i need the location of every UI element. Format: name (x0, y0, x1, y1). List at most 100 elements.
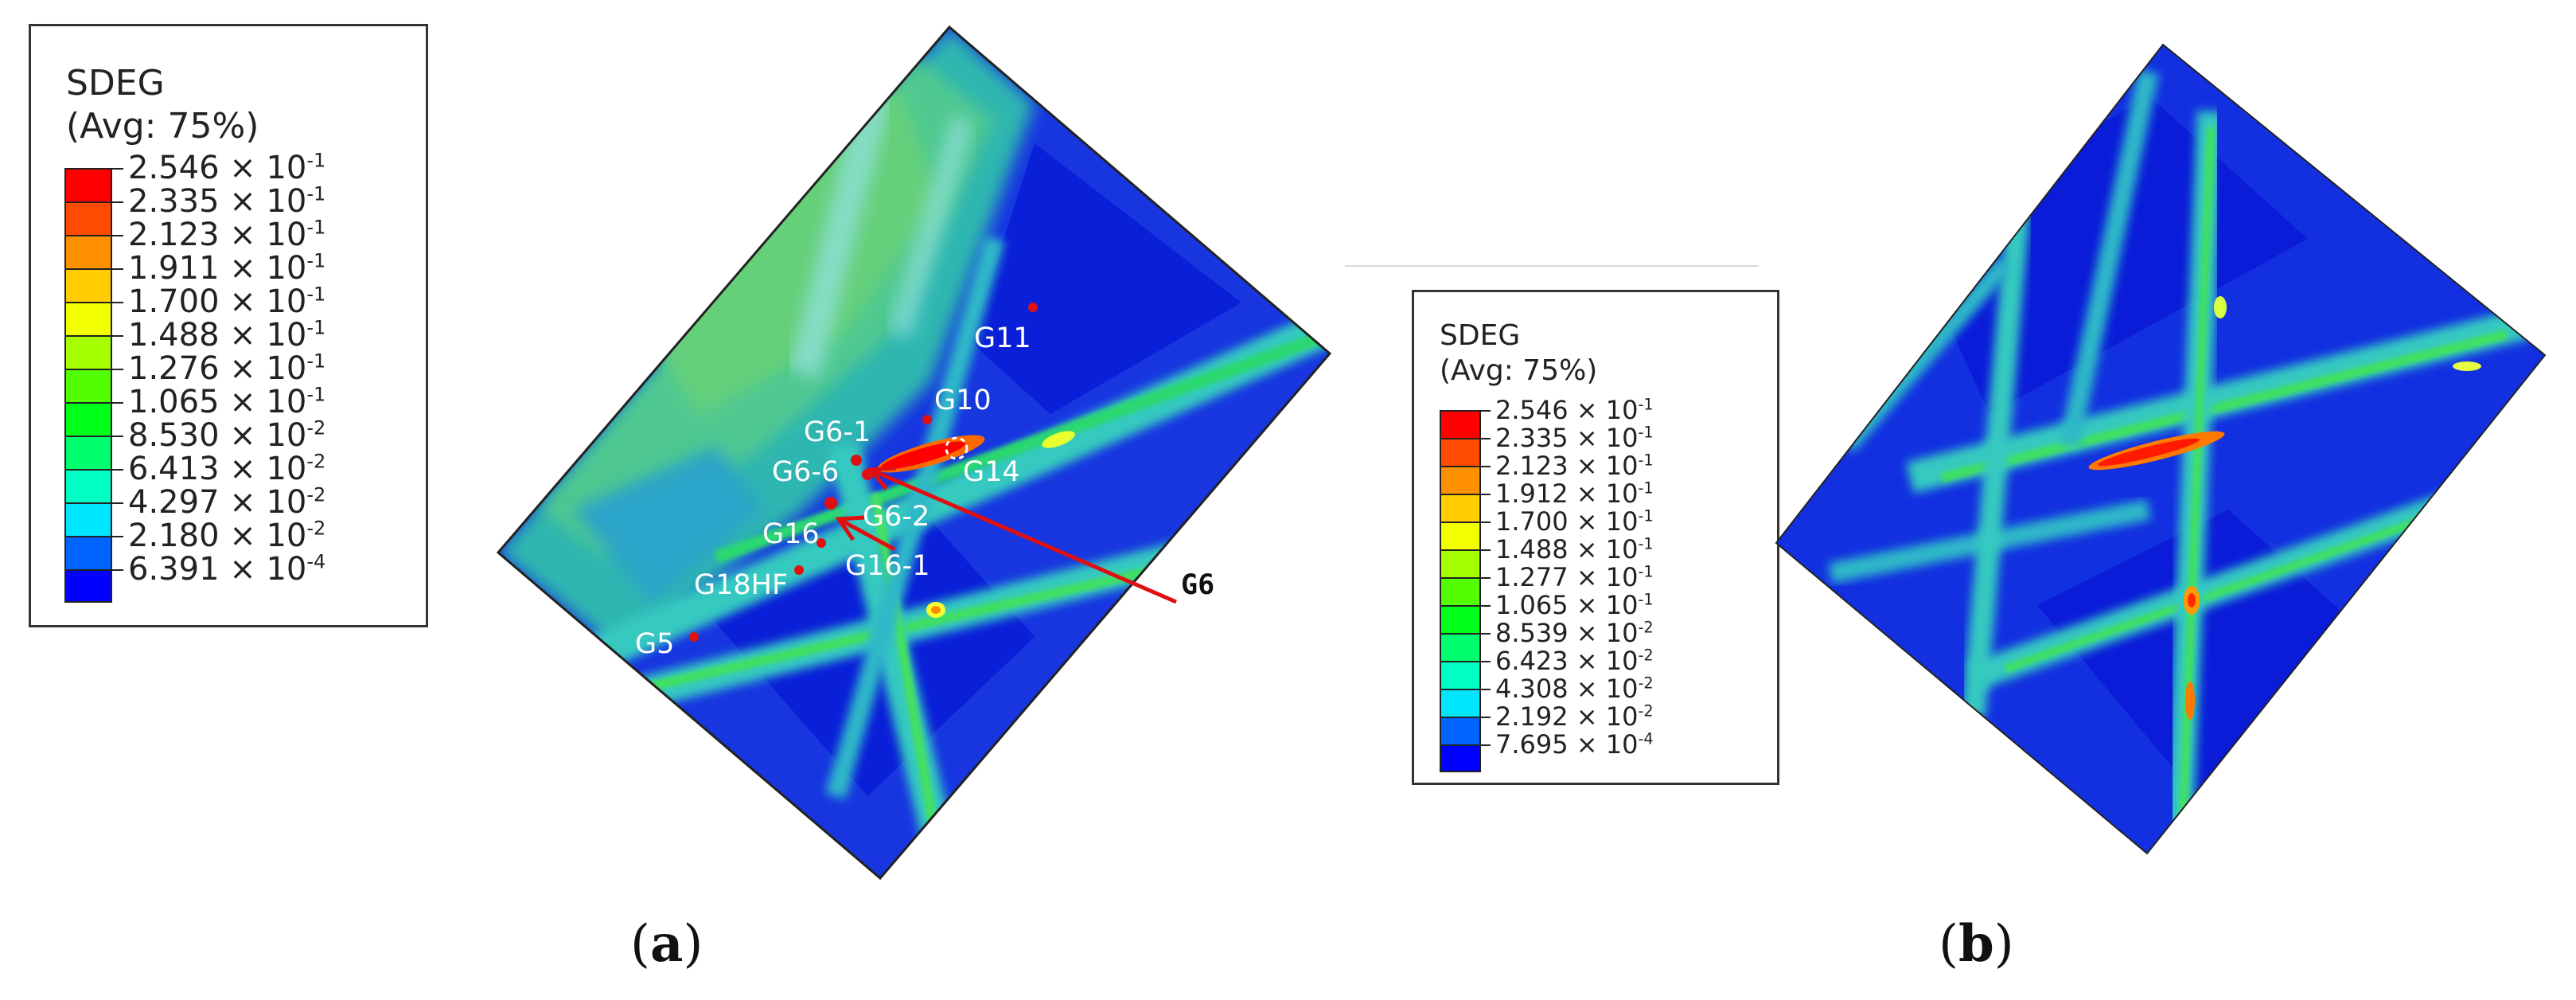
legend-entry: 2.123 × 10-1 (64, 218, 325, 268)
legend-tick (1481, 410, 1491, 412)
legend-tick (112, 369, 123, 370)
legend-value: 1.700 × 10-1 (1495, 506, 1654, 537)
legend-value: 2.192 × 10-2 (1495, 701, 1654, 732)
legend-swatch (1440, 605, 1481, 633)
legend-entry: 2.123 × 10-1 (1440, 451, 1654, 494)
legend-swatch (1440, 494, 1481, 521)
legend-subtitle: (Avg: 75%) (66, 106, 259, 146)
legend-mantissa: 2.123 (1495, 450, 1569, 481)
legend-swatch (64, 201, 112, 235)
legend-mantissa: 1.700 (128, 283, 220, 320)
legend-tick (112, 469, 123, 471)
legend-mantissa: 8.539 (1495, 617, 1569, 648)
legend-exponent: -1 (1638, 589, 1654, 608)
legend-mantissa: 1.488 (1495, 533, 1569, 564)
legend-entry: 2.335 × 10-1 (64, 185, 325, 235)
legend-mantissa: 2.335 (128, 183, 220, 220)
legend-tick (112, 201, 123, 203)
legend-tick (112, 235, 123, 236)
legend-mantissa: 8.530 (128, 417, 220, 454)
legend-entry: 6.423 × 10-2 (1440, 646, 1654, 689)
legend-panel-b: SDEG (Avg: 75%) 2.546 × 10-1 2.335 × 10-1… (1412, 290, 1779, 785)
legend-exponent: -2 (1638, 701, 1654, 720)
legend-swatch (64, 502, 112, 536)
legend-panel-a: SDEG (Avg: 75%) 2.546 × 10-1 2.335 × 10-1… (29, 24, 428, 627)
legend-mantissa: 1.276 (128, 350, 220, 387)
legend-mantissa: 2.335 (1495, 422, 1569, 453)
legend-swatch (1440, 717, 1481, 744)
legend-tick (1481, 661, 1491, 662)
separator-line (1345, 265, 1759, 267)
label-g5: G5 (635, 628, 674, 660)
legend-swatch (64, 235, 112, 268)
label-g6-2: G6-2 (863, 501, 929, 533)
legend-tick (1481, 549, 1491, 551)
legend-entry: 1.700 × 10-1 (1440, 507, 1654, 549)
legend-tick (1481, 633, 1491, 635)
legend-mantissa: 4.297 (128, 484, 220, 521)
legend-entry: 1.912 × 10-1 (1440, 479, 1654, 521)
legend-mantissa: 2.192 (1495, 701, 1569, 732)
legend-tick (1481, 466, 1491, 467)
label-g10: G10 (934, 385, 992, 416)
legend-value: 2.123 × 10-1 (128, 216, 326, 253)
legend-tick (1481, 494, 1491, 495)
label-g14: G14 (963, 456, 1020, 488)
legend-value: 1.700 × 10-1 (128, 283, 326, 320)
legend-value: 2.546 × 10-1 (128, 149, 326, 186)
legend-mantissa: 1.065 (1495, 589, 1569, 620)
legend-entry: 4.308 × 10-2 (1440, 674, 1654, 717)
legend-value: 6.423 × 10-2 (1495, 645, 1654, 676)
legend-exponent: -1 (306, 182, 326, 205)
legend-swatch (1440, 689, 1481, 717)
legend-exponent: -1 (306, 216, 326, 239)
legend-entry: 7.695 × 10-4 (1440, 730, 1654, 772)
legend-entry: 1.276 × 10-1 (64, 352, 325, 402)
caption-b: (b) (1939, 914, 2014, 974)
legend-tick (112, 536, 123, 537)
legend-entry: 2.335 × 10-1 (1440, 424, 1654, 466)
legend-value: 1.065 × 10-1 (128, 383, 326, 420)
legend-title: SDEG (66, 63, 165, 104)
legend-value: 2.546 × 10-1 (1495, 394, 1654, 425)
legend-mantissa: 1.700 (1495, 506, 1569, 537)
legend-value: 2.180 × 10-2 (128, 517, 326, 554)
legend-entry: 6.413 × 10-2 (64, 452, 325, 502)
legend-mantissa: 6.413 (128, 451, 220, 487)
legend-tick (112, 569, 123, 571)
legend-tick (112, 402, 123, 404)
legend-value: 6.391 × 10-4 (128, 550, 326, 588)
label-g11: G11 (974, 322, 1031, 354)
legend-exponent: -4 (306, 550, 326, 573)
legend-exponent: -1 (306, 283, 326, 306)
legend-subtitle: (Avg: 75%) (1440, 354, 1598, 387)
legend-tick (1481, 521, 1491, 523)
caption-a: (a) (630, 914, 703, 974)
legend-swatch (64, 168, 112, 201)
legend-exponent: -1 (306, 350, 326, 373)
legend-tick (112, 302, 123, 303)
legend-entry: 1.488 × 10-1 (1440, 535, 1654, 577)
legend-exponent: -1 (1638, 478, 1654, 497)
label-g16-1: G16-1 (845, 550, 930, 582)
legend-exponent: -1 (306, 149, 326, 172)
legend-swatch (1440, 661, 1481, 689)
legend-entry: 1.700 × 10-1 (64, 285, 325, 335)
legend-value: 4.308 × 10-2 (1495, 673, 1654, 704)
legend-mantissa: 6.423 (1495, 645, 1569, 676)
gauge-markers (689, 303, 1038, 642)
legend-title: SDEG (1440, 319, 1521, 352)
legend-tick (1481, 438, 1491, 439)
legend-tick (112, 168, 123, 170)
legend-mantissa: 1.488 (128, 317, 220, 354)
legend-exponent: -1 (1638, 533, 1654, 553)
legend-value: 2.123 × 10-1 (1495, 450, 1654, 481)
legend-swatch (64, 369, 112, 402)
legend-exponent: -1 (306, 316, 326, 339)
legend-value: 1.912 × 10-1 (1495, 478, 1654, 509)
legend-entry: 1.065 × 10-1 (64, 385, 325, 436)
legend-swatch (64, 569, 112, 603)
legend-entry: 1.488 × 10-1 (64, 318, 325, 369)
legend-exponent: -2 (1638, 673, 1654, 692)
legend-tick (112, 335, 123, 337)
